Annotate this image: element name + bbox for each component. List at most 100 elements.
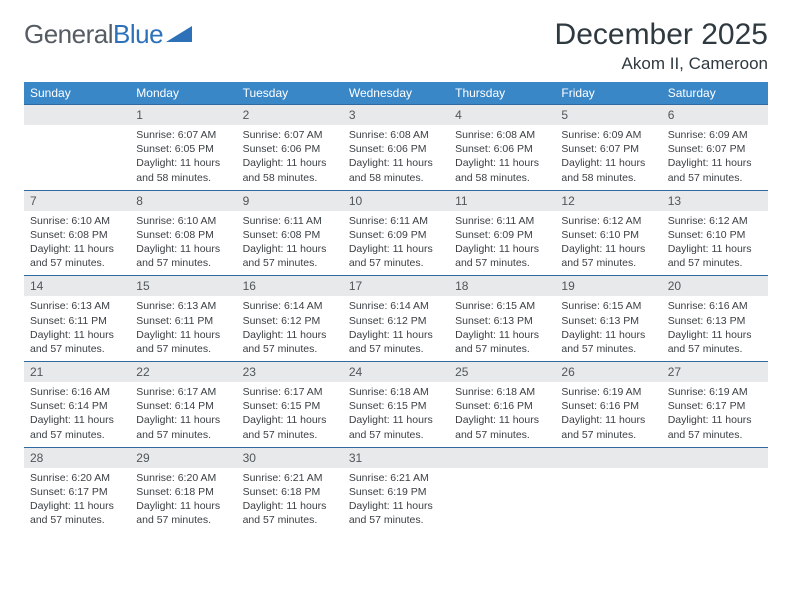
day-number-cell: 27 — [662, 362, 768, 383]
week-number-row: 21222324252627 — [24, 362, 768, 383]
day-number-cell: 18 — [449, 276, 555, 297]
day-detail-cell: Sunrise: 6:18 AMSunset: 6:16 PMDaylight:… — [449, 382, 555, 447]
daylight-text: Daylight: 11 hours and 57 minutes. — [30, 413, 124, 441]
day-detail-cell: Sunrise: 6:12 AMSunset: 6:10 PMDaylight:… — [555, 211, 661, 276]
brand-part1: General — [24, 19, 113, 50]
daylight-text: Daylight: 11 hours and 58 minutes. — [561, 156, 655, 184]
day-number-cell: 29 — [130, 447, 236, 468]
day-header: Wednesday — [343, 82, 449, 105]
day-detail-cell: Sunrise: 6:19 AMSunset: 6:16 PMDaylight:… — [555, 382, 661, 447]
logo-triangle-icon — [166, 20, 192, 51]
brand-part2: Blue — [113, 19, 163, 50]
day-number-cell: 2 — [237, 105, 343, 126]
day-number-cell: 3 — [343, 105, 449, 126]
sunset-text: Sunset: 6:05 PM — [136, 142, 230, 156]
daylight-text: Daylight: 11 hours and 57 minutes. — [30, 499, 124, 527]
week-detail-row: Sunrise: 6:10 AMSunset: 6:08 PMDaylight:… — [24, 211, 768, 276]
day-detail-cell: Sunrise: 6:13 AMSunset: 6:11 PMDaylight:… — [130, 296, 236, 361]
daylight-text: Daylight: 11 hours and 57 minutes. — [668, 156, 762, 184]
sunrise-text: Sunrise: 6:13 AM — [30, 299, 124, 313]
week-number-row: 123456 — [24, 105, 768, 126]
daylight-text: Daylight: 11 hours and 57 minutes. — [561, 328, 655, 356]
sunrise-text: Sunrise: 6:12 AM — [561, 214, 655, 228]
sunset-text: Sunset: 6:09 PM — [349, 228, 443, 242]
day-detail-cell: Sunrise: 6:11 AMSunset: 6:09 PMDaylight:… — [343, 211, 449, 276]
day-detail-cell: Sunrise: 6:08 AMSunset: 6:06 PMDaylight:… — [343, 125, 449, 190]
title-block: December 2025 Akom II, Cameroon — [555, 18, 768, 74]
day-number-cell: 26 — [555, 362, 661, 383]
day-header-row: Sunday Monday Tuesday Wednesday Thursday… — [24, 82, 768, 105]
sunrise-text: Sunrise: 6:17 AM — [136, 385, 230, 399]
sunrise-text: Sunrise: 6:19 AM — [668, 385, 762, 399]
day-header: Tuesday — [237, 82, 343, 105]
day-number-cell: 31 — [343, 447, 449, 468]
sunrise-text: Sunrise: 6:12 AM — [668, 214, 762, 228]
day-number-cell: 1 — [130, 105, 236, 126]
sunrise-text: Sunrise: 6:11 AM — [243, 214, 337, 228]
daylight-text: Daylight: 11 hours and 57 minutes. — [561, 413, 655, 441]
sunrise-text: Sunrise: 6:16 AM — [30, 385, 124, 399]
sunset-text: Sunset: 6:08 PM — [136, 228, 230, 242]
sunrise-text: Sunrise: 6:07 AM — [136, 128, 230, 142]
day-number-cell — [662, 447, 768, 468]
day-detail-cell: Sunrise: 6:12 AMSunset: 6:10 PMDaylight:… — [662, 211, 768, 276]
day-number-cell: 23 — [237, 362, 343, 383]
day-number-cell: 8 — [130, 190, 236, 211]
day-detail-cell: Sunrise: 6:09 AMSunset: 6:07 PMDaylight:… — [662, 125, 768, 190]
sunset-text: Sunset: 6:09 PM — [455, 228, 549, 242]
sunset-text: Sunset: 6:06 PM — [349, 142, 443, 156]
day-detail-cell: Sunrise: 6:14 AMSunset: 6:12 PMDaylight:… — [237, 296, 343, 361]
daylight-text: Daylight: 11 hours and 57 minutes. — [349, 413, 443, 441]
day-detail-cell: Sunrise: 6:19 AMSunset: 6:17 PMDaylight:… — [662, 382, 768, 447]
sunrise-text: Sunrise: 6:09 AM — [561, 128, 655, 142]
daylight-text: Daylight: 11 hours and 58 minutes. — [136, 156, 230, 184]
day-number-cell: 14 — [24, 276, 130, 297]
day-number-cell: 30 — [237, 447, 343, 468]
sunset-text: Sunset: 6:07 PM — [561, 142, 655, 156]
daylight-text: Daylight: 11 hours and 57 minutes. — [136, 242, 230, 270]
day-number-cell: 22 — [130, 362, 236, 383]
sunrise-text: Sunrise: 6:10 AM — [30, 214, 124, 228]
sunset-text: Sunset: 6:17 PM — [30, 485, 124, 499]
sunrise-text: Sunrise: 6:18 AM — [349, 385, 443, 399]
day-detail-cell: Sunrise: 6:17 AMSunset: 6:15 PMDaylight:… — [237, 382, 343, 447]
sunrise-text: Sunrise: 6:15 AM — [455, 299, 549, 313]
day-detail-cell: Sunrise: 6:11 AMSunset: 6:09 PMDaylight:… — [449, 211, 555, 276]
sunset-text: Sunset: 6:16 PM — [561, 399, 655, 413]
sunset-text: Sunset: 6:15 PM — [349, 399, 443, 413]
daylight-text: Daylight: 11 hours and 57 minutes. — [349, 242, 443, 270]
day-number-cell: 10 — [343, 190, 449, 211]
sunrise-text: Sunrise: 6:20 AM — [30, 471, 124, 485]
sunrise-text: Sunrise: 6:20 AM — [136, 471, 230, 485]
sunset-text: Sunset: 6:07 PM — [668, 142, 762, 156]
daylight-text: Daylight: 11 hours and 58 minutes. — [455, 156, 549, 184]
sunset-text: Sunset: 6:18 PM — [243, 485, 337, 499]
day-number-cell: 16 — [237, 276, 343, 297]
sunset-text: Sunset: 6:13 PM — [561, 314, 655, 328]
sunset-text: Sunset: 6:14 PM — [30, 399, 124, 413]
daylight-text: Daylight: 11 hours and 57 minutes. — [668, 242, 762, 270]
brand-logo: GeneralBlue — [24, 18, 192, 51]
sunrise-text: Sunrise: 6:21 AM — [349, 471, 443, 485]
day-header: Sunday — [24, 82, 130, 105]
day-number-cell: 7 — [24, 190, 130, 211]
day-detail-cell: Sunrise: 6:21 AMSunset: 6:19 PMDaylight:… — [343, 468, 449, 533]
day-header: Friday — [555, 82, 661, 105]
day-detail-cell: Sunrise: 6:10 AMSunset: 6:08 PMDaylight:… — [24, 211, 130, 276]
day-number-cell: 25 — [449, 362, 555, 383]
sunset-text: Sunset: 6:12 PM — [243, 314, 337, 328]
sunset-text: Sunset: 6:16 PM — [455, 399, 549, 413]
day-number-cell — [449, 447, 555, 468]
sunset-text: Sunset: 6:19 PM — [349, 485, 443, 499]
day-detail-cell: Sunrise: 6:13 AMSunset: 6:11 PMDaylight:… — [24, 296, 130, 361]
day-number-cell: 28 — [24, 447, 130, 468]
week-detail-row: Sunrise: 6:20 AMSunset: 6:17 PMDaylight:… — [24, 468, 768, 533]
day-number-cell: 11 — [449, 190, 555, 211]
sunrise-text: Sunrise: 6:21 AM — [243, 471, 337, 485]
daylight-text: Daylight: 11 hours and 57 minutes. — [455, 413, 549, 441]
daylight-text: Daylight: 11 hours and 57 minutes. — [349, 499, 443, 527]
day-detail-cell: Sunrise: 6:21 AMSunset: 6:18 PMDaylight:… — [237, 468, 343, 533]
daylight-text: Daylight: 11 hours and 57 minutes. — [349, 328, 443, 356]
day-detail-cell: Sunrise: 6:15 AMSunset: 6:13 PMDaylight:… — [555, 296, 661, 361]
day-header: Thursday — [449, 82, 555, 105]
